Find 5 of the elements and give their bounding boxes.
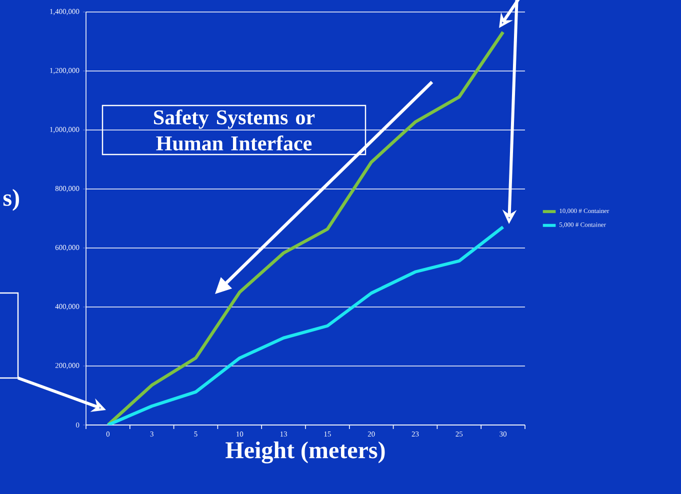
line-series: [106, 30, 505, 425]
x-axis-title: Height (meters): [226, 441, 385, 464]
line-series: [106, 225, 505, 425]
annotation: Safety Systems or Human Interface: [154, 109, 315, 151]
y-axis-title: s): [3, 189, 19, 211]
